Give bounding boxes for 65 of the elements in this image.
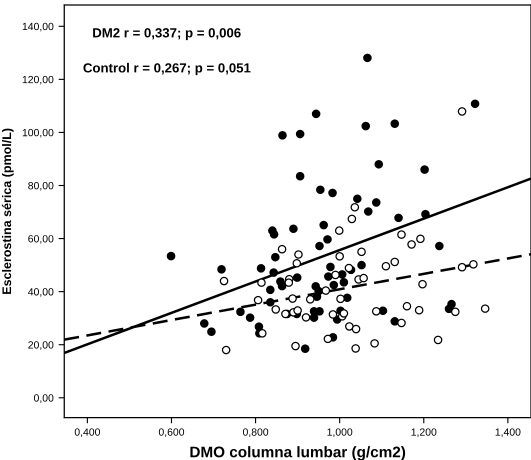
point (331, 270, 340, 280)
point (288, 294, 297, 303)
x-tick-label: 0,600 (158, 428, 184, 437)
x-tick-label: 1,000 (327, 428, 352, 437)
x-tick-label: 1,200 (412, 428, 436, 437)
y-tick-label: 20,00 (28, 341, 54, 350)
annotation: Control r = 0,267; p = 0,051 (83, 62, 250, 76)
point (352, 324, 360, 334)
y-tick-label: 0,00 (34, 394, 54, 403)
point (416, 234, 425, 244)
point (402, 302, 412, 311)
point (372, 306, 381, 316)
point (254, 296, 262, 304)
annotation: DM2 r = 0,337; p = 0,006 (93, 28, 241, 40)
point (336, 294, 345, 304)
point (451, 308, 460, 316)
point (293, 306, 302, 315)
y-tick-label: 40,00 (28, 288, 54, 297)
point (469, 260, 478, 269)
point (357, 248, 366, 256)
point (258, 329, 267, 338)
point (222, 346, 230, 354)
point (220, 276, 228, 286)
point (278, 244, 286, 254)
point (340, 309, 348, 318)
point (322, 286, 330, 295)
y-tick-label: 100,00 (22, 128, 54, 138)
point (480, 304, 490, 313)
point (302, 313, 310, 322)
x-tick-label: 0,400 (74, 428, 100, 437)
point (370, 339, 379, 348)
point (345, 322, 354, 331)
point (328, 310, 338, 319)
point (418, 280, 427, 289)
point (397, 318, 406, 328)
point (324, 334, 332, 344)
point (271, 305, 280, 314)
point (292, 258, 302, 268)
point (334, 226, 344, 235)
point (335, 252, 344, 261)
point (397, 230, 406, 239)
point (348, 214, 356, 224)
point (458, 262, 466, 272)
y-tick-label: 60,00 (28, 235, 54, 244)
point (390, 258, 400, 266)
y-tick-label: 140,00 (22, 22, 54, 32)
x-axis-title: DMO columna lumbar (g/cm2) (190, 446, 406, 460)
point (359, 274, 368, 282)
point (257, 278, 266, 287)
point (458, 107, 466, 116)
y-axis-title: Esclerostina sérica (pmol/L) (2, 128, 14, 294)
point (407, 240, 416, 249)
point (382, 262, 390, 270)
x-tick-label: 0,800 (242, 428, 268, 437)
point (414, 306, 424, 315)
point (294, 250, 303, 259)
y-tick-label: 80,00 (28, 182, 54, 191)
point (434, 336, 442, 344)
point (306, 295, 315, 304)
point (350, 202, 360, 212)
point (351, 344, 360, 353)
y-tick-label: 120,00 (22, 76, 54, 84)
x-tick-label: 1,400 (496, 428, 520, 437)
point (284, 278, 294, 287)
point (291, 342, 300, 350)
